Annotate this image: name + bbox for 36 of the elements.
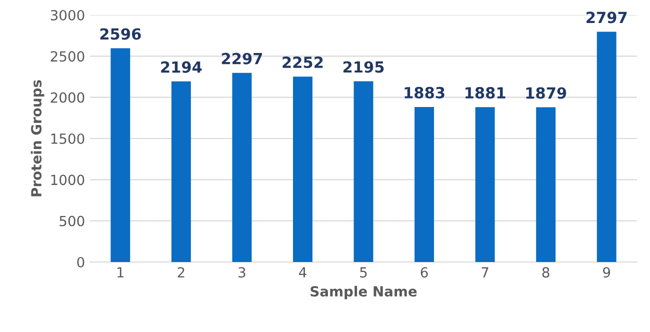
y-axis-title: Protein Groups — [30, 80, 44, 196]
data-label: 1881 — [466, 87, 506, 99]
x-tick-label: 1 — [117, 267, 124, 278]
y-tick-label: 3000 — [50, 10, 84, 20]
data-label: 2194 — [161, 61, 202, 73]
x-tick-label: 9 — [603, 267, 610, 278]
data-label: 2252 — [282, 56, 323, 68]
y-tick-label: 500 — [60, 216, 84, 226]
x-tick-label: 3 — [238, 267, 246, 278]
bar — [354, 81, 374, 262]
data-label: 2297 — [222, 52, 262, 64]
y-tick-label: 2500 — [50, 51, 84, 62]
bar — [475, 107, 495, 262]
bar — [171, 81, 191, 262]
bar — [596, 32, 616, 262]
x-tick-label: 8 — [542, 267, 550, 278]
y-tick-label: 1500 — [51, 133, 84, 144]
data-label: 2596 — [100, 28, 141, 40]
bar — [414, 106, 434, 262]
y-tick-label: 1000 — [51, 174, 84, 186]
bar — [232, 72, 252, 262]
bar — [536, 107, 556, 262]
data-label: 1879 — [526, 87, 566, 99]
data-label: 2797 — [586, 12, 627, 24]
x-tick-label: 6 — [420, 267, 428, 278]
bar — [293, 76, 312, 262]
x-tick-label: 4 — [298, 267, 306, 278]
x-axis-title: Sample Name — [310, 286, 417, 300]
x-tick-label: 7 — [482, 267, 488, 278]
bar — [110, 48, 130, 262]
y-tick-label: 0 — [77, 256, 84, 268]
x-tick-label: 5 — [360, 267, 367, 278]
data-label: 1883 — [404, 86, 444, 98]
data-label: 2195 — [343, 61, 384, 73]
y-tick-label: 2000 — [50, 92, 84, 103]
x-tick-label: 2 — [178, 267, 184, 278]
